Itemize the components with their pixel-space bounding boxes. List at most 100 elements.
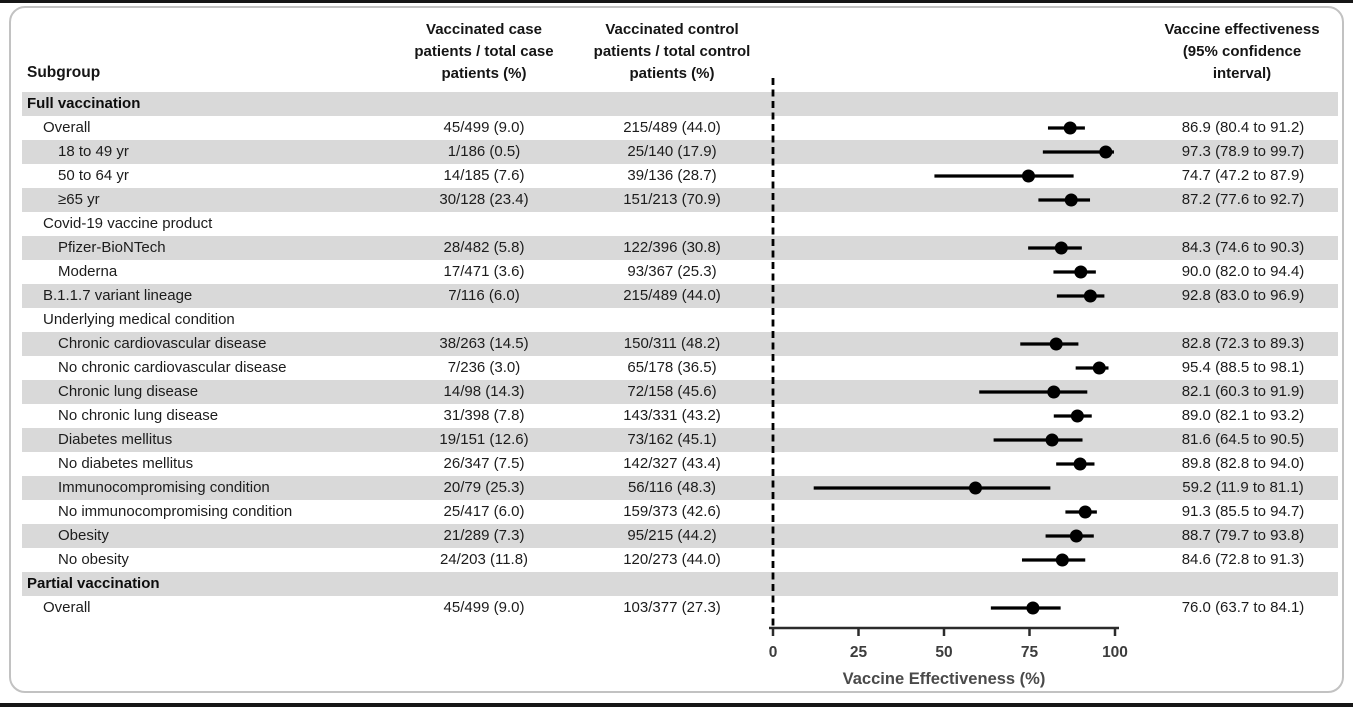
table-row: No chronic lung disease 31/398 (7.8) 143/3… <box>22 404 1338 428</box>
table-row: Overall 45/499 (9.0) 103/377 (27.3) 76.0 (6… <box>22 596 1338 620</box>
case-value: 26/347 (7.5) <box>443 455 525 472</box>
table-row: Partial vaccination <box>22 572 1338 596</box>
ve-value: 86.9 (80.4 to 91.2) <box>1181 119 1305 136</box>
ve-value: 82.1 (60.3 to 91.9) <box>1181 383 1305 400</box>
control-value: 215/489 (44.0) <box>623 287 721 304</box>
ve-value: 74.7 (47.2 to 87.9) <box>1181 167 1305 184</box>
table-row: No diabetes mellitus 26/347 (7.5) 142/327 … <box>22 452 1338 476</box>
subgroup-label: No diabetes mellitus <box>58 455 194 472</box>
ve-value: 82.8 (72.3 to 89.3) <box>1181 335 1305 352</box>
x-axis-title: Vaccine Effectiveness (%) <box>843 670 1046 688</box>
control-value: 151/213 (70.9) <box>623 191 721 208</box>
table-row: Chronic lung disease 14/98 (14.3) 72/158 (… <box>22 380 1338 404</box>
ve-column-header: Vaccine effectiveness (95% confidence in… <box>1164 21 1320 82</box>
ve-value: 59.2 (11.9 to 81.1) <box>1182 479 1304 496</box>
control-value: 159/373 (42.6) <box>623 503 721 520</box>
ve-value: 84.6 (72.8 to 91.3) <box>1181 551 1305 568</box>
control-value: 142/327 (43.4) <box>623 455 721 472</box>
control-value: 103/377 (27.3) <box>623 599 721 616</box>
subgroup-label: B.1.1.7 variant lineage <box>43 287 193 304</box>
subgroup-label: No obesity <box>58 551 129 568</box>
control-value: 122/396 (30.8) <box>623 239 721 256</box>
control-value: 73/162 (45.1) <box>627 431 717 448</box>
control-value: 72/158 (45.6) <box>627 383 717 400</box>
subgroup-label: Partial vaccination <box>27 575 160 592</box>
table-row: Covid-19 vaccine product <box>22 212 1338 236</box>
table-row: 18 to 49 yr 1/186 (0.5) 25/140 (17.9) 97.3 … <box>22 140 1338 164</box>
control-column-header: Vaccinated control patients / total cont… <box>593 21 751 82</box>
case-value: 7/116 (6.0) <box>448 287 520 304</box>
case-value: 20/79 (25.3) <box>443 479 525 496</box>
ve-value: 76.0 (63.7 to 84.1) <box>1181 599 1305 616</box>
ve-value: 97.3 (78.9 to 99.7) <box>1181 143 1305 160</box>
table-row: ≥65 yr 30/128 (23.4) 151/213 (70.9) 87.2 (7… <box>22 188 1338 212</box>
control-value: 120/273 (44.0) <box>623 551 721 568</box>
table-row: Full vaccination <box>22 92 1338 116</box>
table-row: B.1.1.7 variant lineage 7/116 (6.0) 215/48… <box>22 284 1338 308</box>
table-row: Chronic cardiovascular disease 38/263 (14… <box>22 332 1338 356</box>
subgroup-label: Chronic cardiovascular disease <box>58 335 267 352</box>
table-row: Immunocompromising condition 20/79 (25.3)… <box>22 476 1338 500</box>
subgroup-column-header: Subgroup <box>27 64 101 81</box>
table-row: No immunocompromising condition 25/417 (6… <box>22 500 1338 524</box>
subgroup-label: 18 to 49 yr <box>58 143 129 160</box>
table-row: Obesity 21/289 (7.3) 95/215 (44.2) 88.7 (79… <box>22 524 1338 548</box>
subgroup-label: Diabetes mellitus <box>58 431 173 448</box>
table-row: Diabetes mellitus 19/151 (12.6) 73/162 (45… <box>22 428 1338 452</box>
table-row: Underlying medical condition <box>22 308 1338 332</box>
ve-value: 91.3 (85.5 to 94.7) <box>1181 503 1305 520</box>
case-value: 24/203 (11.8) <box>439 551 529 568</box>
control-value: 25/140 (17.9) <box>627 143 717 160</box>
case-value: 1/186 (0.5) <box>447 143 521 160</box>
x-axis-tick-label: 50 <box>935 644 952 661</box>
table-row: No obesity 24/203 (11.8) 120/273 (44.0) 84.… <box>22 548 1338 572</box>
top-edge-bar <box>0 0 1353 3</box>
x-axis-tick-label: 100 <box>1102 644 1128 661</box>
subgroup-label: 50 to 64 yr <box>58 167 129 184</box>
control-value: 56/116 (48.3) <box>627 479 717 496</box>
case-value: 31/398 (7.8) <box>443 407 525 424</box>
subgroup-label: Immunocompromising condition <box>58 479 270 496</box>
ve-value: 88.7 (79.7 to 93.8) <box>1181 527 1305 544</box>
ve-value: 90.0 (82.0 to 94.4) <box>1181 263 1305 280</box>
table-row: No chronic cardiovascular disease 7/236 (… <box>22 356 1338 380</box>
subgroup-label: Overall <box>43 119 91 136</box>
control-value: 93/367 (25.3) <box>627 263 717 280</box>
case-value: 28/482 (5.8) <box>443 239 525 256</box>
case-value: 25/417 (6.0) <box>443 503 525 520</box>
table-row: 50 to 64 yr 14/185 (7.6) 39/136 (28.7) 74.7… <box>22 164 1338 188</box>
ve-value: 84.3 (74.6 to 90.3) <box>1181 239 1305 256</box>
control-value: 215/489 (44.0) <box>623 119 721 136</box>
ve-value: 89.8 (82.8 to 94.0) <box>1181 455 1305 472</box>
subgroup-label: Underlying medical condition <box>43 311 235 328</box>
case-value: 45/499 (9.0) <box>443 599 525 616</box>
control-value: 143/331 (43.2) <box>623 407 721 424</box>
ve-value: 81.6 (64.5 to 90.5) <box>1181 431 1305 448</box>
subgroup-label: Moderna <box>58 263 118 280</box>
subgroup-label: Covid-19 vaccine product <box>43 215 213 232</box>
table-row: Overall 45/499 (9.0) 215/489 (44.0) 86.9 (8… <box>22 116 1338 140</box>
x-axis-tick-label: 25 <box>850 644 868 661</box>
control-value: 65/178 (36.5) <box>627 359 717 376</box>
x-axis-tick-label: 0 <box>769 644 778 661</box>
case-value: 45/499 (9.0) <box>443 119 525 136</box>
case-column-header: Vaccinated case patients / total case pa… <box>414 21 554 82</box>
ve-value: 95.4 (88.5 to 98.1) <box>1181 359 1305 376</box>
case-value: 38/263 (14.5) <box>439 335 529 352</box>
ve-value: 92.8 (83.0 to 96.9) <box>1181 287 1305 304</box>
control-value: 150/311 (48.2) <box>623 335 721 352</box>
subgroup-label: Overall <box>43 599 91 616</box>
table-row: Moderna 17/471 (3.6) 93/367 (25.3) 90.0 (82… <box>22 260 1338 284</box>
subgroup-label: Full vaccination <box>27 95 141 112</box>
subgroup-label: No immunocompromising condition <box>58 503 293 520</box>
subgroup-label: Obesity <box>58 527 109 544</box>
subgroup-label: No chronic cardiovascular disease <box>58 359 287 376</box>
case-value: 17/471 (3.6) <box>443 263 525 280</box>
subgroup-label: Chronic lung disease <box>58 383 199 400</box>
subgroup-label: No chronic lung disease <box>58 407 219 424</box>
case-value: 14/185 (7.6) <box>443 167 525 184</box>
x-axis-tick-label: 75 <box>1021 644 1039 661</box>
bottom-edge-bar <box>0 703 1353 707</box>
ve-value: 87.2 (77.6 to 92.7) <box>1181 191 1305 208</box>
